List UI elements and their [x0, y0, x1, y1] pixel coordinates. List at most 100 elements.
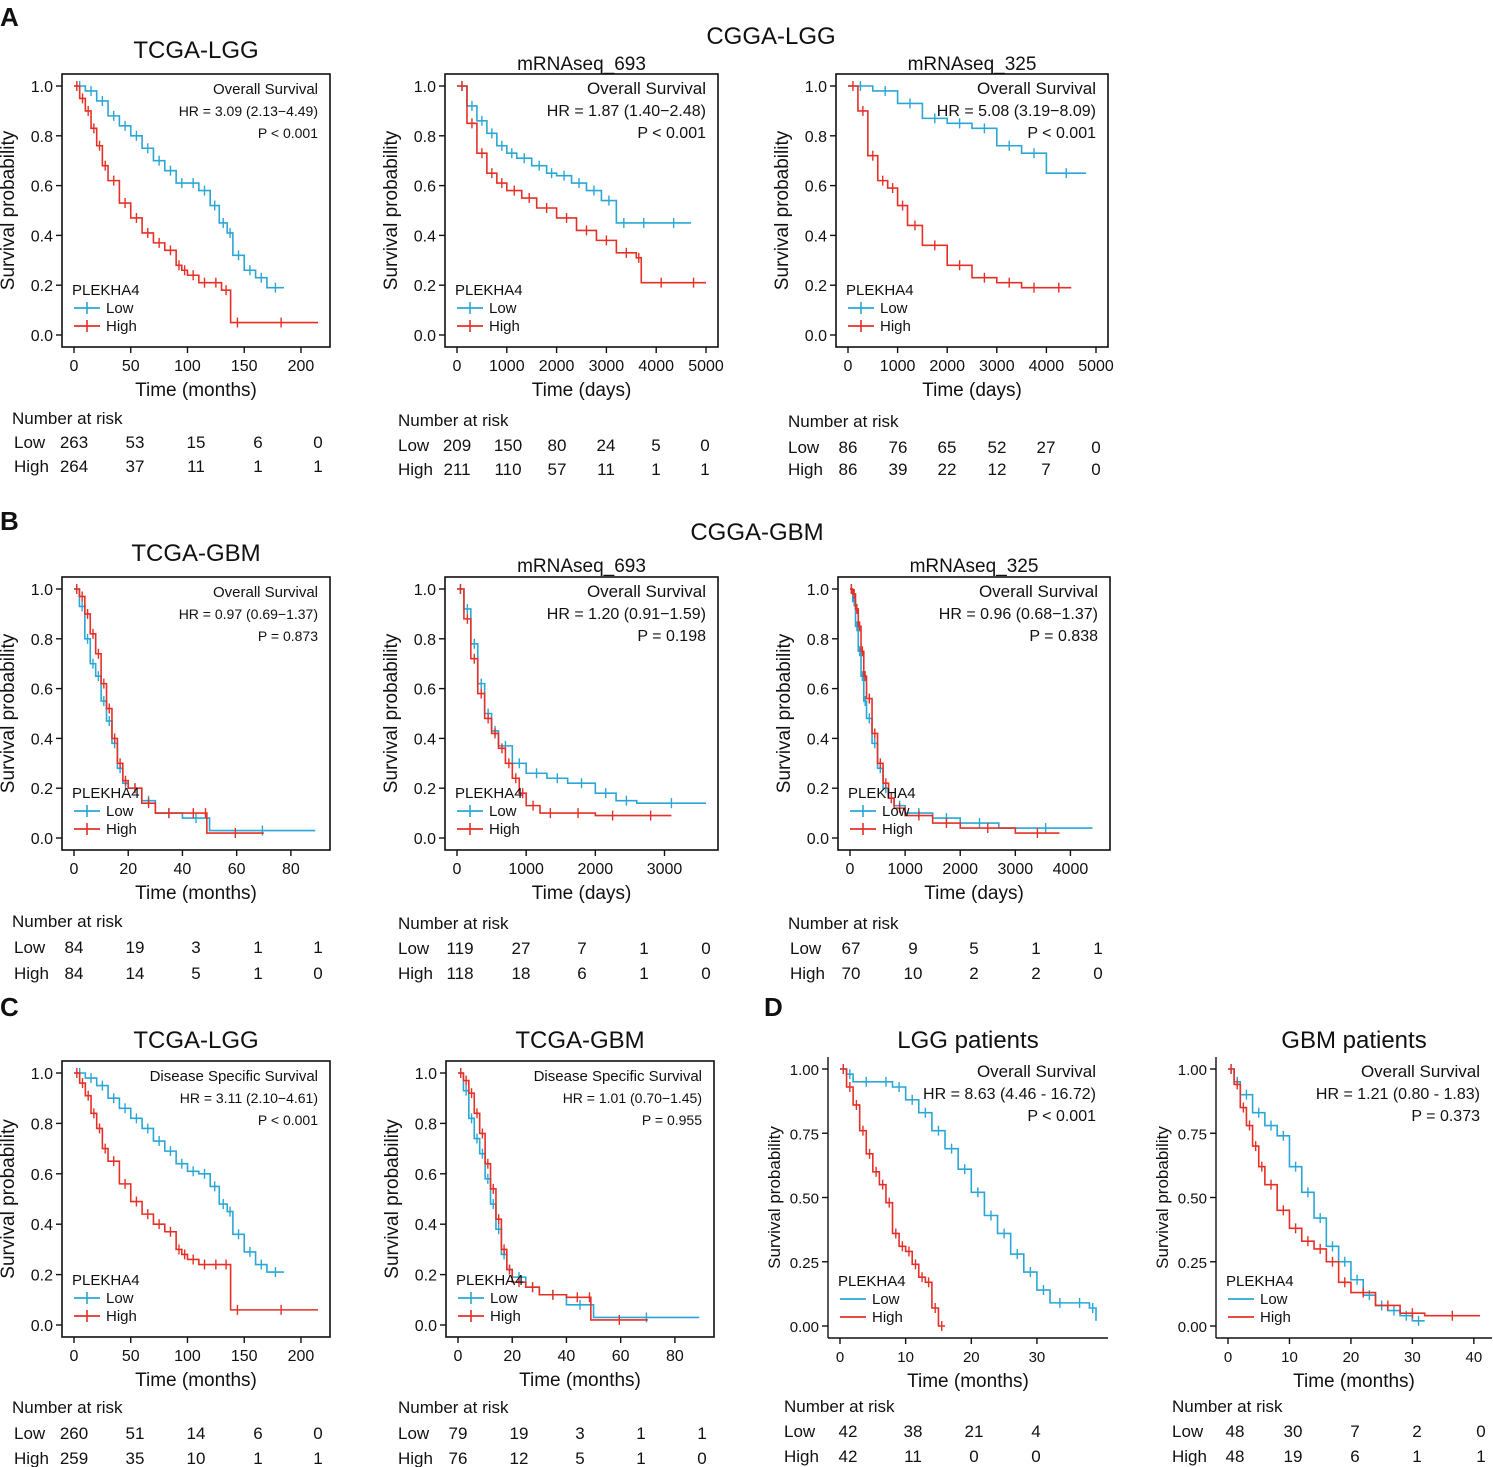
legend-label-low: Low [489, 300, 517, 317]
y-tick-label: 0.0 [415, 1318, 437, 1335]
x-tick-label: 80 [666, 1348, 684, 1365]
risk-row-label-high: High [398, 964, 433, 983]
panel-title: mRNAseq_325 [908, 54, 1037, 75]
x-tick-label: 0 [846, 861, 855, 878]
risk-row-label-low: Low [784, 1422, 816, 1441]
x-tick-label: 3000 [647, 861, 683, 878]
risk-count: 14 [126, 964, 145, 983]
panel-letter-B: B [0, 506, 19, 536]
panel-letter-C: C [0, 992, 19, 1022]
x-tick-label: 60 [228, 861, 246, 878]
risk-count: 6 [1350, 1447, 1359, 1466]
x-tick-label: 200 [288, 1348, 315, 1365]
plot-frame [61, 73, 331, 348]
x-axis-label: Time (months) [1293, 1371, 1415, 1392]
x-tick-label: 50 [122, 358, 140, 375]
y-tick-label: 1.0 [415, 1066, 437, 1083]
plot-frame [445, 1060, 715, 1338]
risk-count: 22 [938, 460, 957, 479]
x-tick-label: 150 [231, 1348, 258, 1365]
panel-title: mRNAseq_693 [517, 556, 646, 577]
x-tick-label: 0 [844, 358, 853, 375]
km-panel-D1: LGG patients 0.00 0.25 0.50 0.75 1.00 0 10 20 30T… [765, 1027, 1108, 1466]
legend-label-low: Low [106, 300, 134, 317]
risk-count: 19 [1284, 1447, 1303, 1466]
y-axis-label: Survival probability [0, 1119, 19, 1279]
risk-count: 18 [512, 964, 531, 983]
risk-row-label-low: Low [1172, 1422, 1204, 1441]
legend-title: PLEKHA4 [72, 785, 140, 802]
curve-high [457, 85, 706, 284]
y-tick-label: 0.8 [414, 129, 436, 146]
risk-count: 52 [988, 438, 1007, 457]
risk-count: 86 [839, 460, 858, 479]
x-axis-label: Time (days) [924, 883, 1024, 904]
p-value-label: P = 0.373 [1411, 1108, 1480, 1125]
x-tick-label: 100 [174, 358, 201, 375]
risk-count: 12 [988, 460, 1007, 479]
x-tick-label: 0 [1224, 1349, 1232, 1366]
risk-count: 1 [313, 1449, 322, 1467]
risk-count: 260 [60, 1424, 88, 1443]
risk-count: 4 [1031, 1422, 1040, 1441]
risk-count: 42 [839, 1447, 858, 1466]
y-tick-label: 0.50 [790, 1191, 819, 1208]
y-tick-label: 0.4 [31, 1217, 53, 1234]
p-value-label: P = 0.838 [1029, 628, 1098, 645]
curve-low [840, 1068, 1097, 1321]
risk-count: 10 [187, 1449, 206, 1467]
y-axis-label: Survival probability [382, 1119, 403, 1279]
risk-count: 6 [577, 964, 586, 983]
panel-title: mRNAseq_325 [910, 556, 1039, 577]
y-axis-label: Survival probability [0, 633, 19, 793]
x-tick-label: 2000 [578, 861, 614, 878]
risk-count: 1 [313, 457, 322, 476]
y-tick-label: 0.8 [31, 632, 53, 649]
risk-count: 48 [1226, 1447, 1245, 1466]
legend-label-low: Low [489, 803, 517, 820]
risk-count: 6 [253, 1424, 262, 1443]
risk-row-label-low: Low [398, 939, 430, 958]
risk-count: 11 [597, 460, 615, 479]
legend-label-low: Low [106, 803, 134, 820]
risk-row-label-low: Low [14, 1424, 46, 1443]
x-tick-label: 0 [453, 861, 462, 878]
risk-table-title: Number at risk [12, 912, 123, 931]
risk-table-title: Number at risk [784, 1397, 895, 1416]
risk-count: 84 [65, 964, 84, 983]
risk-count: 0 [313, 433, 322, 452]
legend-title: PLEKHA4 [455, 282, 523, 299]
risk-count: 1 [1476, 1447, 1485, 1466]
y-tick-label: 0.2 [31, 1268, 53, 1285]
risk-row-label-high: High [14, 1449, 49, 1467]
y-tick-label: 1.0 [414, 582, 436, 599]
y-tick-label: 1.0 [31, 1066, 53, 1083]
risk-row-label-high: High [398, 1449, 433, 1467]
risk-table-title: Number at risk [788, 914, 899, 933]
group-title-A: CGGA-LGG [706, 23, 835, 50]
risk-count: 1 [1031, 939, 1040, 958]
legend-title: PLEKHA4 [72, 1272, 140, 1289]
risk-count: 35 [126, 1449, 145, 1467]
risk-count: 67 [842, 939, 861, 958]
legend-title: PLEKHA4 [455, 785, 523, 802]
x-tick-label: 2000 [539, 358, 575, 375]
p-value-label: P = 0.955 [642, 1112, 702, 1128]
risk-count: 0 [1031, 1447, 1040, 1466]
y-tick-label: 0.2 [807, 781, 829, 798]
curve-high [458, 1072, 648, 1321]
x-tick-label: 20 [1343, 1349, 1360, 1366]
km-panel-B1: TCGA-GBM 0.0 0.2 0.4 0.6 0.8 1.0 0 20 40 60 80 Time … [0, 540, 331, 983]
legend-title: PLEKHA4 [838, 1273, 906, 1290]
x-tick-label: 0 [70, 861, 79, 878]
x-tick-label: 80 [282, 861, 300, 878]
plot-frame [835, 73, 1109, 348]
risk-row-label-high: High [790, 964, 825, 983]
y-tick-label: 1.00 [1178, 1062, 1207, 1079]
y-tick-label: 1.0 [807, 582, 829, 599]
y-tick-label: 0.0 [414, 328, 436, 345]
y-tick-label: 0.2 [31, 278, 53, 295]
y-tick-label: 1.00 [790, 1062, 819, 1079]
y-tick-label: 0.0 [31, 831, 53, 848]
